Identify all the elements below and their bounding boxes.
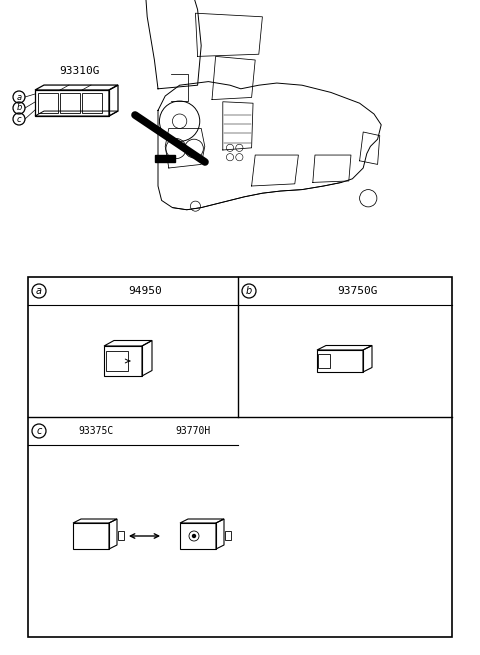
Bar	[318, 354, 330, 368]
Text: a: a	[36, 286, 42, 296]
Bar	[60, 93, 80, 113]
Bar	[82, 93, 102, 113]
Bar	[155, 155, 175, 162]
Text: b: b	[16, 103, 22, 113]
Circle shape	[192, 534, 195, 538]
Text: 94950: 94950	[128, 286, 162, 296]
Bar	[38, 93, 58, 113]
Text: 93750G: 93750G	[337, 286, 377, 296]
Text: 93770H: 93770H	[175, 426, 211, 436]
Text: 93310G: 93310G	[60, 66, 100, 76]
Text: a: a	[16, 92, 22, 102]
Bar	[225, 531, 231, 540]
Bar	[28, 277, 452, 637]
Text: c: c	[36, 426, 42, 436]
Text: b: b	[246, 286, 252, 296]
Bar	[106, 351, 128, 371]
Text: c: c	[17, 115, 21, 124]
Text: 93375C: 93375C	[78, 426, 114, 436]
Bar	[118, 531, 124, 540]
